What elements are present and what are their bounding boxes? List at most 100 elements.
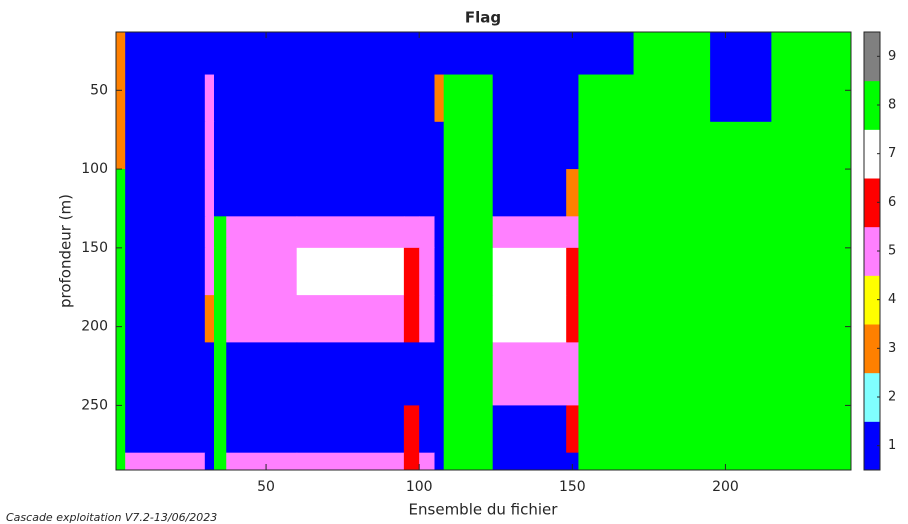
x-tick-label: 200 xyxy=(712,479,739,495)
cell xyxy=(434,74,445,123)
cell xyxy=(296,247,405,296)
colorbar-label: 4 xyxy=(888,292,896,307)
cell xyxy=(492,121,567,170)
cell xyxy=(125,74,206,123)
cell xyxy=(633,295,711,343)
cell xyxy=(710,74,772,123)
cell xyxy=(419,247,435,296)
cell xyxy=(578,74,635,123)
cell xyxy=(434,295,445,343)
cell xyxy=(771,169,852,217)
cell xyxy=(566,247,579,296)
cell xyxy=(771,405,852,454)
cell xyxy=(434,169,445,217)
y-tick-label: 200 xyxy=(81,319,108,335)
cell xyxy=(492,295,567,343)
cell xyxy=(226,452,298,471)
cell xyxy=(771,74,852,123)
cell xyxy=(633,32,711,76)
colorbar-label: 2 xyxy=(888,390,896,405)
colorbar-label: 1 xyxy=(888,438,896,453)
colorbar-swatch xyxy=(864,226,880,276)
cell xyxy=(214,295,227,343)
cell xyxy=(214,121,227,170)
cell xyxy=(492,342,567,406)
axes: 50 100 150 200 50 100 150 200 250 xyxy=(81,31,852,495)
cell xyxy=(204,342,215,406)
cell xyxy=(434,405,445,454)
cell xyxy=(710,216,772,249)
cell xyxy=(296,216,405,249)
cell xyxy=(403,216,420,249)
cell xyxy=(226,405,298,454)
cell xyxy=(710,342,772,406)
colorbar-swatch xyxy=(864,421,880,471)
cell xyxy=(226,74,298,123)
cell xyxy=(125,405,206,454)
cell xyxy=(492,74,567,123)
plot-frame xyxy=(115,31,852,471)
cell xyxy=(296,452,405,471)
cell xyxy=(434,247,445,296)
cell xyxy=(226,342,298,406)
cell xyxy=(403,169,420,217)
cell xyxy=(443,74,494,123)
cell xyxy=(578,247,635,296)
colorbar-swatch xyxy=(864,80,880,130)
cell xyxy=(125,342,206,406)
cell xyxy=(204,405,215,454)
cell xyxy=(214,74,227,123)
cell xyxy=(116,121,126,170)
cell xyxy=(633,247,711,296)
cell xyxy=(492,452,567,471)
cell xyxy=(443,247,494,296)
cell xyxy=(566,405,579,454)
cell xyxy=(771,247,852,296)
cell xyxy=(566,452,579,471)
cell xyxy=(710,121,772,170)
cell xyxy=(214,452,227,471)
cell xyxy=(296,74,405,123)
cell xyxy=(296,342,405,406)
cell xyxy=(710,247,772,296)
cell xyxy=(116,74,126,123)
cell xyxy=(403,247,420,296)
x-tick-label: 150 xyxy=(559,479,586,495)
cell xyxy=(434,342,445,406)
cell xyxy=(226,169,298,217)
heatmap xyxy=(116,32,852,471)
cell xyxy=(116,216,126,249)
colorbar-swatch xyxy=(864,129,880,179)
cell xyxy=(226,32,298,76)
cell xyxy=(633,216,711,249)
cell xyxy=(116,247,126,296)
colorbar-swatch xyxy=(864,324,880,374)
cell xyxy=(204,216,215,249)
cell xyxy=(125,32,206,76)
cell xyxy=(710,169,772,217)
cell xyxy=(204,295,215,343)
cell xyxy=(710,405,772,454)
cell xyxy=(443,216,494,249)
cell xyxy=(419,169,435,217)
cell xyxy=(403,74,420,123)
cell xyxy=(419,342,435,406)
cell xyxy=(443,295,494,343)
cell xyxy=(125,247,206,296)
cell xyxy=(116,32,126,76)
cell xyxy=(578,32,635,76)
cell xyxy=(214,247,227,296)
cell xyxy=(204,74,215,123)
cell xyxy=(566,74,579,123)
cell xyxy=(204,247,215,296)
cell xyxy=(566,169,579,217)
cell xyxy=(419,32,435,76)
cell xyxy=(492,216,567,249)
cell xyxy=(214,169,227,217)
chart-title: Flag xyxy=(465,9,501,27)
colorbar-swatch xyxy=(864,275,880,325)
cell xyxy=(214,405,227,454)
colorbar-label: 5 xyxy=(888,244,896,259)
cell xyxy=(633,452,711,471)
cell xyxy=(492,32,567,76)
